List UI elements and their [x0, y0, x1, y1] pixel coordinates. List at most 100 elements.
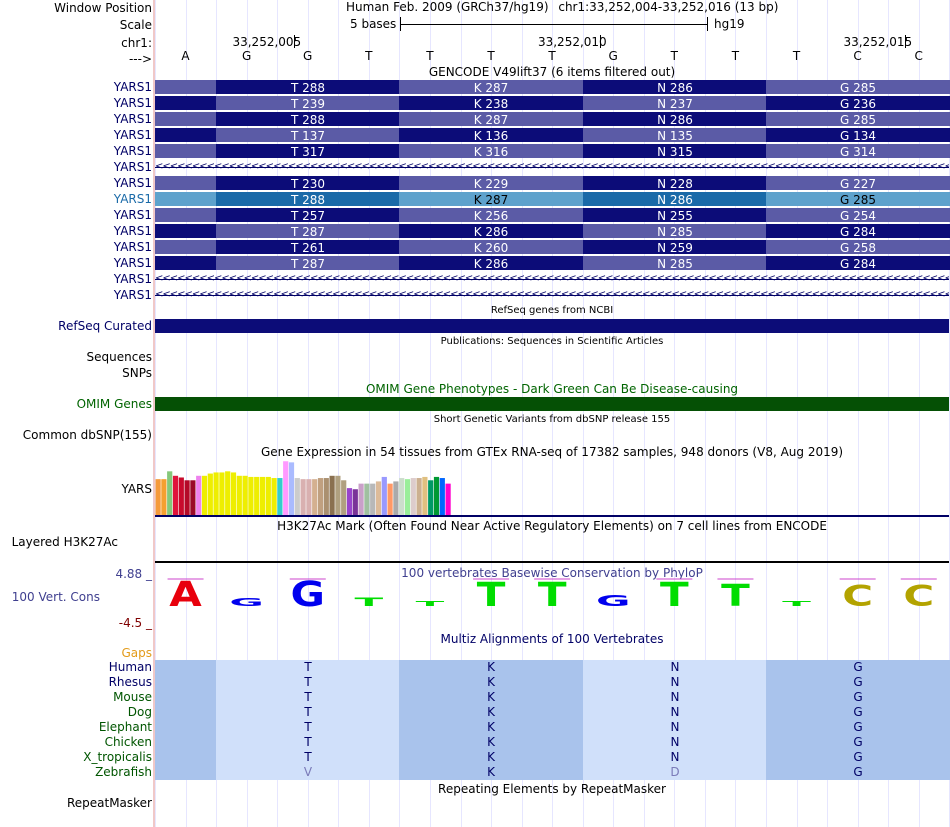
h3k27ac-label[interactable]: Layered H3K27Ac — [11, 535, 118, 549]
gencode-row-label[interactable]: YARS1 — [113, 272, 152, 286]
alignment-amino-acid: K — [399, 705, 583, 720]
publications-sequences-label[interactable]: Sequences — [86, 350, 152, 364]
gencode-row-label[interactable]: YARS1 — [113, 80, 152, 94]
gencode-row-label[interactable]: YARS1 — [113, 112, 152, 126]
gencode-transcript[interactable]: <<<<<<<<<<<<<<<<<<<<<<<<<<<<<<<<<<<<<<<<… — [155, 288, 949, 302]
dna-base: C — [914, 49, 923, 63]
gencode-row-label[interactable]: YARS1 — [113, 208, 152, 222]
repeatmasker-label[interactable]: RepeatMasker — [66, 796, 152, 810]
alignment-amino-acid: K — [399, 765, 583, 780]
gencode-row-label[interactable]: YARS1 — [113, 256, 152, 270]
gtex-tissue-bar — [254, 476, 260, 515]
gencode-row-label[interactable]: YARS1 — [113, 96, 152, 110]
species-label[interactable]: Zebrafish — [95, 765, 152, 779]
codon-amino-acid — [155, 144, 217, 158]
alignment-amino-acid: G — [766, 690, 950, 705]
codon-amino-acid: K 287 — [399, 192, 583, 207]
gencode-row-label[interactable]: YARS1 — [113, 224, 152, 238]
gtex-label[interactable]: YARS — [121, 482, 152, 496]
codon-amino-acid: N 286 — [583, 80, 767, 95]
conservation-letter: C — [842, 581, 873, 613]
gtex-bar-chart[interactable] — [155, 459, 949, 517]
codon-amino-acid: K 286 — [399, 256, 583, 271]
gencode-row-label[interactable]: YARS1 — [113, 160, 152, 174]
gencode-transcript[interactable]: T 261 K 260 N 259 G 258 — [155, 240, 950, 255]
gencode-transcript[interactable]: T 230 K 229 N 228 G 227 — [155, 176, 950, 191]
alignment-amino-acid — [155, 660, 217, 675]
scale-bar — [400, 17, 708, 31]
gencode-transcript[interactable]: T 257 K 256 N 255 G 254 — [155, 208, 950, 223]
h3k27ac-baseline — [155, 561, 949, 563]
codon-amino-acid: G 254 — [766, 208, 950, 223]
codon-amino-acid: K 256 — [399, 208, 583, 223]
conservation-letter: T — [782, 600, 811, 608]
refseq-label[interactable]: RefSeq Curated — [58, 319, 152, 333]
conservation-letter: T — [660, 576, 689, 614]
gencode-transcript[interactable]: T 288 K 287 N 286 G 285 — [155, 192, 950, 207]
gtex-tissue-bar — [439, 478, 445, 515]
gtex-tissue-bar — [207, 473, 213, 515]
alignment-amino-acid — [155, 765, 217, 780]
gtex-tissue-bar — [306, 479, 312, 515]
species-label[interactable]: Human — [108, 660, 152, 674]
dbsnp-label[interactable]: Common dbSNP(155) — [22, 428, 152, 442]
label-separator — [153, 0, 155, 827]
publications-title: Publications: Sequences in Scientific Ar… — [440, 336, 664, 347]
window-position-label: Window Position — [54, 1, 152, 15]
alignment-amino-acid: K — [399, 675, 583, 690]
species-label[interactable]: Dog — [127, 705, 152, 719]
publications-snps-label[interactable]: SNPs — [122, 366, 152, 380]
codon-amino-acid: G 284 — [766, 224, 950, 239]
species-label[interactable]: Mouse — [113, 690, 152, 704]
gencode-row-label[interactable]: YARS1 — [113, 288, 152, 302]
gencode-transcript[interactable]: T 288 K 287 N 286 G 285 — [155, 112, 950, 127]
codon-amino-acid: K 316 — [399, 144, 583, 159]
species-label[interactable]: X_tropicalis — [83, 750, 152, 764]
gtex-tissue-bar — [242, 475, 248, 515]
omim-label[interactable]: OMIM Genes — [76, 397, 152, 411]
gtex-tissue-bar — [190, 480, 196, 515]
gencode-transcript[interactable]: T 137 K 136 N 135 G 134 — [155, 128, 950, 143]
alignment-amino-acid — [155, 750, 217, 765]
gencode-transcript[interactable]: T 239 K 238 N 237 G 236 — [155, 96, 950, 111]
gtex-tissue-bar — [335, 475, 341, 515]
conservation-label[interactable]: 100 Vert. Cons — [11, 590, 100, 604]
alignment-amino-acid: G — [766, 765, 950, 780]
gtex-tissue-bar — [236, 475, 242, 515]
gencode-row-label[interactable]: YARS1 — [113, 176, 152, 190]
alignment-amino-acid: G — [766, 750, 950, 765]
codon-amino-acid: N 285 — [583, 256, 767, 271]
coordinate-tick — [294, 35, 296, 48]
species-label[interactable]: Rhesus — [108, 675, 152, 689]
gencode-row-label[interactable]: YARS1 — [113, 192, 152, 206]
gencode-transcript[interactable]: <<<<<<<<<<<<<<<<<<<<<<<<<<<<<<<<<<<<<<<<… — [155, 272, 949, 286]
gencode-row-label[interactable]: YARS1 — [113, 144, 152, 158]
conservation-max-label: 4.88 _ — [115, 567, 152, 581]
species-label[interactable]: Elephant — [98, 720, 152, 734]
omim-gene-bar[interactable] — [155, 397, 949, 411]
multiz-gaps-label[interactable]: Gaps — [121, 646, 152, 660]
gtex-tissue-bar — [317, 478, 324, 515]
coordinate-tick-label: 33,252,010 — [537, 35, 607, 49]
gencode-transcript[interactable]: T 288 K 287 N 286 G 285 — [155, 80, 950, 95]
gtex-tissue-bar — [248, 476, 254, 515]
conservation-letter: G — [596, 593, 630, 610]
gencode-row-label[interactable]: YARS1 — [113, 128, 152, 142]
species-label[interactable]: Chicken — [104, 735, 152, 749]
gencode-transcript[interactable]: T 287 K 286 N 285 G 284 — [155, 256, 950, 271]
gencode-transcript[interactable]: T 317 K 316 N 315 G 314 — [155, 144, 950, 159]
alignment-amino-acid: G — [766, 720, 950, 735]
refseq-gene-bar[interactable] — [155, 319, 949, 333]
gencode-row-label[interactable]: YARS1 — [113, 240, 152, 254]
gencode-transcript[interactable]: <<<<<<<<<<<<<<<<<<<<<<<<<<<<<<<<<<<<<<<<… — [155, 160, 949, 174]
gencode-transcript[interactable]: T 287 K 286 N 285 G 284 — [155, 224, 950, 239]
